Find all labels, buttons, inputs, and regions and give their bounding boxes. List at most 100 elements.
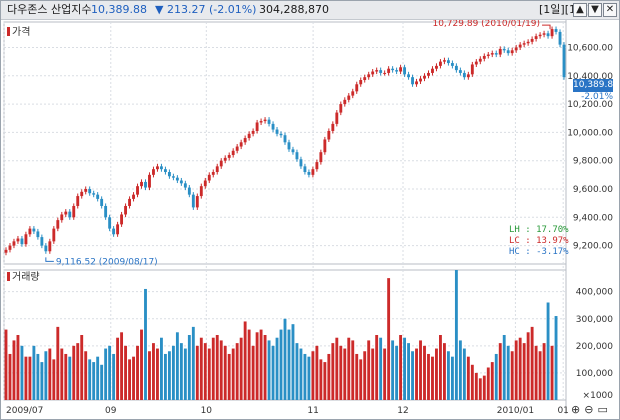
volume-bar: [120, 332, 124, 400]
candle-body: [383, 72, 387, 74]
candle-body: [64, 211, 68, 215]
candle-body: [92, 193, 96, 195]
volume-bar: [335, 337, 339, 400]
volume-bar: [439, 335, 442, 400]
candle-body: [88, 188, 92, 194]
volume-bar: [203, 343, 207, 400]
high-annotation: 10,729.89 (2010/01/19): [432, 20, 540, 29]
volume-bar: [351, 340, 355, 400]
candle-body: [558, 31, 562, 45]
volume-bar: [395, 345, 399, 400]
candle-body: [347, 95, 351, 100]
scroll-down-button[interactable]: ▼: [588, 3, 602, 17]
candle-body: [403, 67, 407, 75]
candle-body: [530, 38, 534, 42]
volume-bar: [283, 318, 287, 400]
candle-body: [454, 65, 458, 71]
candle-body: [215, 166, 219, 173]
price-change: ▼ 213.27 (-2.01%): [155, 3, 257, 16]
volume-bar: [542, 343, 546, 400]
candle-body: [486, 54, 490, 56]
volume-bar: [96, 356, 100, 400]
candle-body: [203, 180, 207, 187]
volume-bar: [32, 345, 36, 400]
volume-bar: [530, 326, 534, 400]
price-tick-label: 10,400.00: [567, 72, 613, 82]
volume-bar: [450, 356, 454, 400]
candle-body: [363, 77, 367, 81]
candle-body: [239, 142, 243, 147]
candle-body: [510, 50, 514, 54]
price-tick-label: 9,400.00: [573, 213, 613, 223]
volume-bar: [235, 343, 239, 400]
zoom-toolbar: ⊕⊖▭ —: [571, 403, 619, 419]
volume-bar: [247, 329, 251, 400]
volume-unit-label: ×1000: [583, 391, 614, 401]
volume-bar: [411, 351, 414, 400]
volume-bar: [92, 362, 96, 400]
x-tick-label: 2010/01: [497, 406, 534, 416]
volume-bar: [175, 332, 179, 400]
candle-body: [295, 152, 299, 160]
volume-bar: [462, 348, 466, 400]
candle-body: [387, 68, 391, 73]
candle-body: [442, 60, 446, 62]
chart-canvas[interactable]: 10,600.00 10,400.00 10,200.00 10,000.00 9,80…: [1, 20, 619, 418]
volume-bar: [287, 329, 291, 400]
volume-bar: [163, 353, 167, 400]
volume-bar: [502, 335, 506, 400]
fit-icon[interactable]: —: [571, 416, 582, 419]
candle-body: [207, 174, 211, 181]
price-tick-label: 9,200.00: [573, 242, 613, 252]
pan-icon[interactable]: ▭: [597, 403, 608, 416]
candle-body: [450, 63, 454, 66]
candle-body: [391, 68, 395, 71]
close-button[interactable]: ✕: [603, 3, 617, 17]
candle-body: [247, 133, 251, 139]
candle-body: [283, 135, 287, 143]
scroll-up-button[interactable]: ▲: [573, 3, 587, 17]
candle-body: [279, 133, 283, 136]
candle-body: [546, 33, 550, 37]
candle-body: [32, 228, 36, 232]
volume-bar: [148, 351, 151, 400]
volume-bar: [263, 335, 267, 400]
stat-lc: LC : 13.97%: [509, 236, 569, 246]
volume-bar: [8, 353, 12, 400]
candle-body: [514, 47, 518, 51]
candle-body: [339, 104, 343, 113]
candle-body: [120, 214, 124, 225]
volume-bar: [187, 335, 191, 400]
candle-body: [423, 75, 426, 79]
candle-body: [251, 130, 255, 134]
candle-body: [56, 220, 60, 229]
candle-body: [474, 61, 478, 65]
volume-bar: [355, 353, 359, 400]
low-annotation: 9,116.52 (2009/08/17): [56, 257, 158, 267]
volume-bar: [251, 345, 255, 400]
candle-body: [291, 149, 295, 153]
volume-bar: [375, 335, 379, 400]
volume-bar: [554, 316, 558, 400]
candle-body: [163, 169, 167, 173]
volume-bar: [546, 302, 550, 400]
zoom-in-icon[interactable]: ⊕: [571, 403, 581, 416]
price-tick-label: 9,600.00: [573, 185, 613, 195]
volume-tick-label: 400,000: [576, 288, 613, 298]
volume-bar: [48, 348, 52, 400]
candle-body: [355, 84, 359, 92]
candle-body: [152, 169, 155, 175]
x-tick-label: 11: [307, 406, 318, 416]
volume-bar: [323, 362, 327, 400]
candle-body: [319, 152, 323, 163]
candle-body: [299, 159, 303, 167]
volume-bar: [299, 348, 303, 400]
volume-bar: [446, 351, 450, 400]
volume-bar: [191, 326, 195, 400]
candle-body: [375, 70, 379, 72]
candle-body: [526, 41, 530, 44]
zoom-out-icon[interactable]: ⊖: [584, 403, 594, 416]
candle-body: [175, 177, 179, 181]
volume-bar: [526, 332, 530, 400]
